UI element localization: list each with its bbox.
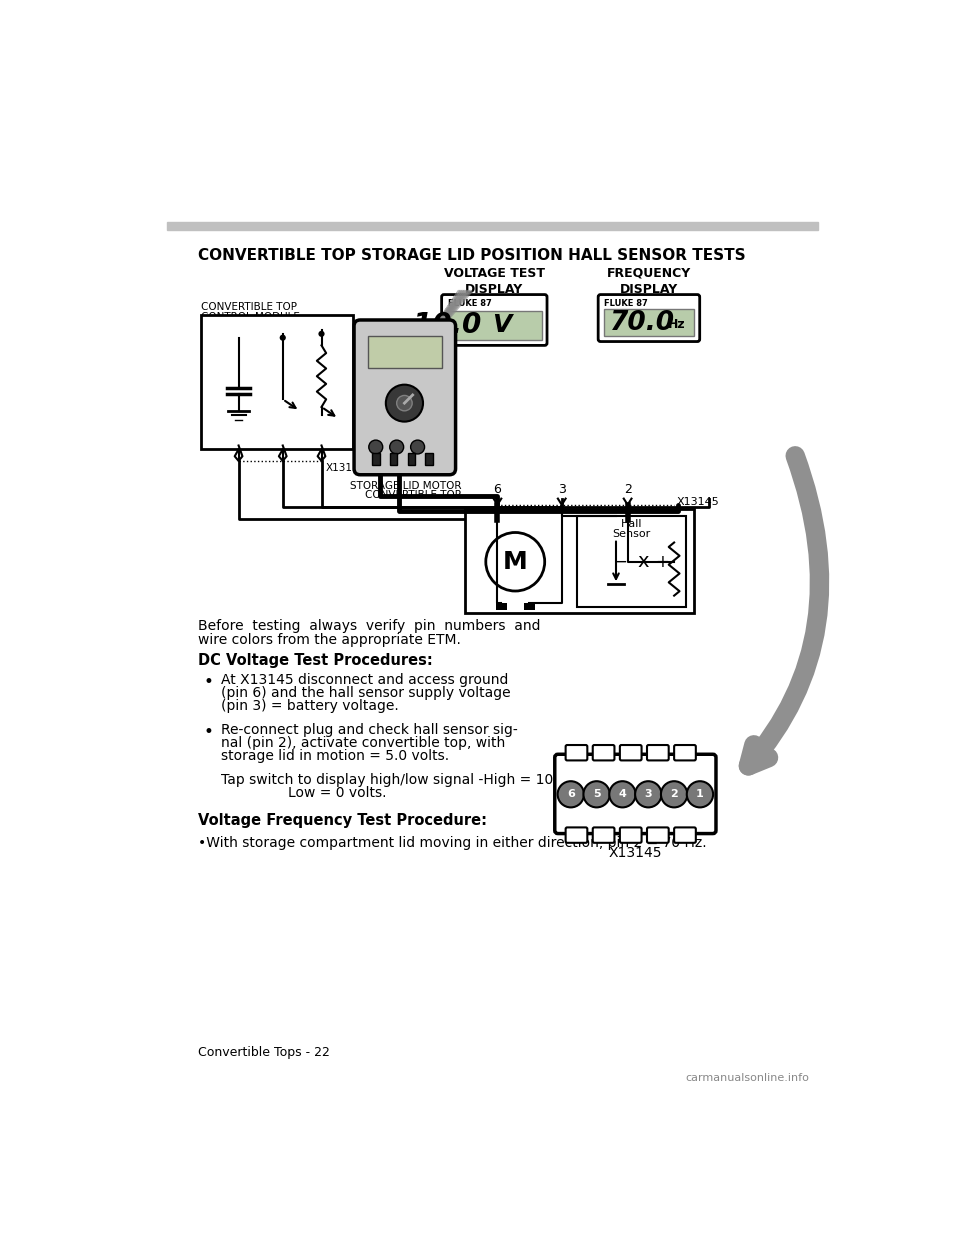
FancyBboxPatch shape [598, 294, 700, 342]
FancyBboxPatch shape [555, 754, 716, 833]
Text: 3: 3 [558, 483, 565, 496]
FancyBboxPatch shape [647, 745, 669, 760]
Text: STORAGE LID MOTOR: STORAGE LID MOTOR [349, 481, 461, 491]
FancyBboxPatch shape [442, 294, 547, 345]
Text: Low = 0 volts.: Low = 0 volts. [288, 786, 386, 800]
Text: Convertible Tops - 22: Convertible Tops - 22 [198, 1046, 329, 1059]
Circle shape [686, 781, 713, 807]
Text: CONVERTIBLE TOP: CONVERTIBLE TOP [365, 491, 461, 501]
Text: CONTROL MODULE: CONTROL MODULE [202, 312, 300, 322]
Bar [408, 453, 416, 465]
Text: 70.0: 70.0 [611, 309, 675, 335]
FancyBboxPatch shape [354, 320, 456, 474]
Circle shape [319, 330, 324, 337]
FancyBboxPatch shape [674, 745, 696, 760]
Text: FREQUENCY
DISPLAY: FREQUENCY DISPLAY [607, 267, 691, 296]
FancyBboxPatch shape [620, 827, 641, 843]
Bar [524, 602, 535, 610]
Text: 10.0: 10.0 [413, 312, 491, 339]
Text: X13145: X13145 [677, 497, 719, 507]
Text: •: • [204, 723, 213, 740]
Text: VOLTAGE TEST
DISPLAY: VOLTAGE TEST DISPLAY [444, 267, 545, 296]
Text: carmanualsonline.info: carmanualsonline.info [685, 1073, 809, 1083]
FancyBboxPatch shape [674, 827, 696, 843]
Bar [166, 222, 818, 230]
Text: storage lid in motion = 5.0 volts.: storage lid in motion = 5.0 volts. [221, 749, 449, 763]
Text: wire colors from the appropriate ETM.: wire colors from the appropriate ETM. [198, 632, 461, 647]
Text: −: − [612, 553, 627, 571]
Text: DC Voltage Test Procedures:: DC Voltage Test Procedures: [198, 653, 432, 668]
Bar [425, 453, 433, 465]
Text: Before  testing  always  verify  pin  numbers  and: Before testing always verify pin numbers… [198, 619, 540, 632]
Text: At X13145 disconnect and access ground: At X13145 disconnect and access ground [221, 673, 508, 687]
Circle shape [660, 781, 687, 807]
Text: 5: 5 [593, 790, 600, 800]
Text: 2: 2 [624, 483, 632, 496]
Text: •With storage compartment lid moving in either direction, pin 2 = 70 Hz.: •With storage compartment lid moving in … [198, 836, 707, 850]
Circle shape [369, 440, 383, 455]
Bar [465, 509, 693, 614]
Text: 2: 2 [670, 790, 678, 800]
FancyBboxPatch shape [620, 745, 641, 760]
Bar [447, 310, 541, 340]
Bar [577, 515, 685, 607]
Text: 1: 1 [696, 790, 704, 800]
Text: FLUKE 87: FLUKE 87 [605, 299, 648, 308]
FancyBboxPatch shape [647, 827, 669, 843]
Bar [202, 314, 352, 450]
Text: Tap switch to display high/low signal -High = 10.0 volts.: Tap switch to display high/low signal -H… [221, 773, 608, 786]
Text: CONVERTIBLE TOP: CONVERTIBLE TOP [202, 302, 298, 312]
Circle shape [636, 781, 661, 807]
Bar [390, 453, 397, 465]
Circle shape [386, 385, 423, 421]
Text: Sensor: Sensor [612, 529, 651, 539]
Bar [496, 602, 507, 610]
Bar [368, 337, 442, 369]
Text: x: x [637, 553, 649, 571]
Text: (pin 3) = battery voltage.: (pin 3) = battery voltage. [221, 699, 398, 713]
FancyBboxPatch shape [592, 745, 614, 760]
Text: +: + [656, 553, 669, 571]
Text: (pin 6) and the hall sensor supply voltage: (pin 6) and the hall sensor supply volta… [221, 686, 511, 699]
Circle shape [610, 781, 636, 807]
Text: Re-connect plug and check hall sensor sig-: Re-connect plug and check hall sensor si… [221, 723, 517, 737]
Text: M: M [503, 550, 528, 574]
Text: V: V [492, 313, 512, 338]
Text: FLUKE 87: FLUKE 87 [447, 299, 492, 308]
Text: Hall: Hall [621, 519, 642, 529]
Circle shape [411, 440, 424, 455]
Text: 6: 6 [566, 790, 575, 800]
Bar [372, 453, 379, 465]
Text: •: • [204, 673, 213, 691]
Text: CONVERTIBLE TOP STORAGE LID POSITION HALL SENSOR TESTS: CONVERTIBLE TOP STORAGE LID POSITION HAL… [198, 247, 745, 262]
Text: Voltage Frequency Test Procedure:: Voltage Frequency Test Procedure: [198, 812, 487, 827]
FancyBboxPatch shape [565, 827, 588, 843]
Text: 4: 4 [618, 790, 626, 800]
Text: 3: 3 [644, 790, 652, 800]
Circle shape [279, 334, 286, 340]
Circle shape [558, 781, 584, 807]
Text: X13157: X13157 [325, 463, 366, 473]
Circle shape [396, 395, 412, 411]
Text: Hz: Hz [668, 318, 685, 332]
Circle shape [486, 533, 544, 591]
Text: X13145: X13145 [609, 846, 662, 859]
Circle shape [390, 440, 403, 455]
FancyBboxPatch shape [565, 745, 588, 760]
Bar [604, 309, 694, 337]
FancyBboxPatch shape [592, 827, 614, 843]
Text: nal (pin 2), activate convertible top, with: nal (pin 2), activate convertible top, w… [221, 735, 505, 750]
Text: 6: 6 [493, 483, 501, 496]
Circle shape [584, 781, 610, 807]
